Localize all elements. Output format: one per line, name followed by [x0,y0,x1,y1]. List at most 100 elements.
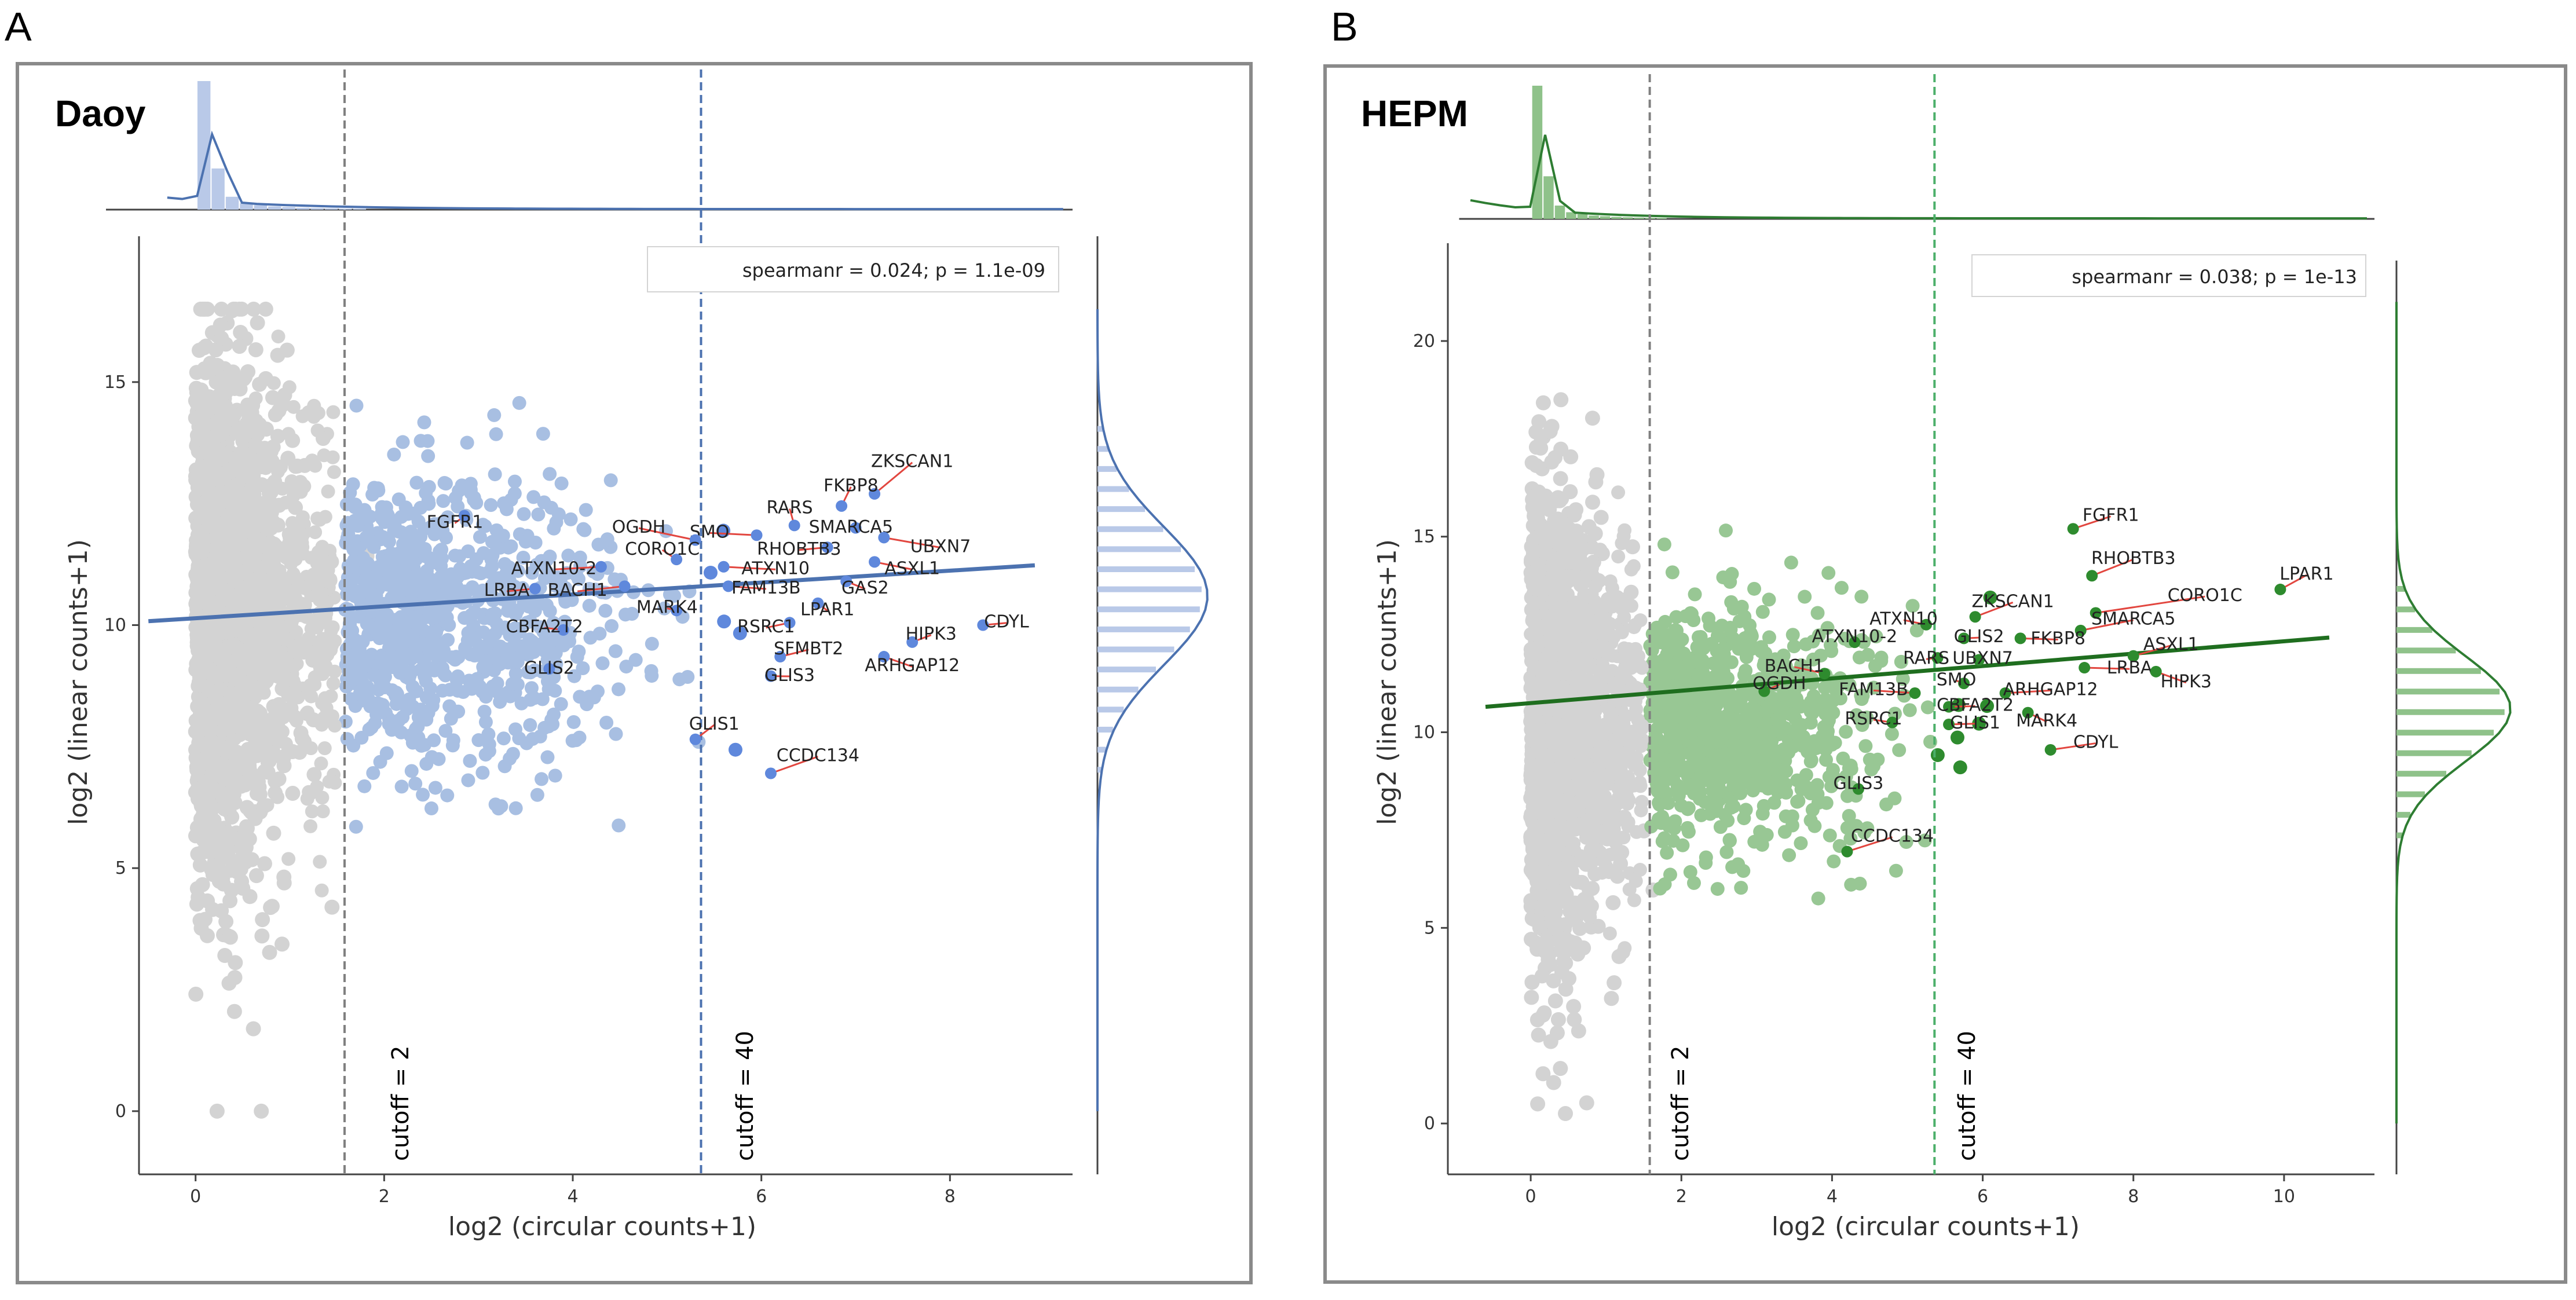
point-low [230,551,244,565]
point-mid [1806,634,1820,649]
right-marginal-bar [1097,606,1200,613]
point-mid [436,683,450,698]
point-low [317,741,332,756]
point-low [233,324,248,340]
point-mid [1755,837,1769,852]
point-low [1605,895,1621,910]
point-low [217,719,232,734]
point-low [257,686,271,700]
point-mid [572,644,586,659]
point-low [254,928,270,944]
panel-a-title: Daoy [55,93,146,134]
top-marginal-bar [324,208,338,210]
x-tick-label: 4 [567,1187,578,1207]
point-low [215,416,229,430]
point-low [211,757,226,772]
gene-label: FAM13B [731,578,801,598]
point-low [239,855,253,870]
point-low [222,666,237,680]
point-low [224,479,239,494]
x-tick-label: 2 [379,1187,390,1207]
point-mid [1653,881,1667,896]
point-mid [488,467,502,482]
gene-point [840,575,852,587]
point-mid [566,715,581,729]
point-low [308,459,323,473]
point-low [193,411,207,425]
point-low [216,706,230,721]
point-low [279,737,293,751]
point-mid [366,766,380,780]
point-low [1524,990,1539,1005]
gene-label: MARK4 [636,598,698,618]
point-low [276,758,292,774]
point-low [326,405,341,419]
gene-leader-line [770,756,818,774]
point-low [202,467,216,481]
point-mid [422,479,436,494]
point-mid [467,493,481,507]
point-low [1543,1034,1558,1049]
point-low [258,461,273,475]
point-low [1553,471,1568,486]
point-low [264,503,278,518]
point-mid [1823,828,1837,843]
x-tick-label: 0 [190,1187,201,1207]
point-mid [387,579,401,594]
point-mid [440,788,455,803]
point-mid [544,500,559,515]
point-low [218,651,233,666]
point-low [239,715,253,729]
point-mid [434,544,448,558]
point-mid [492,657,507,672]
point-mid [477,704,492,719]
point-low [191,678,206,693]
point-low [1585,495,1601,510]
gene-leader-line [874,561,913,570]
point-low [295,409,310,423]
gene-leader-line [577,585,625,592]
point-mid [1909,623,1924,638]
point-mid [592,627,607,641]
point-mid [525,635,540,649]
gene-point [836,500,848,512]
point-mid [1824,644,1839,658]
gene-point [751,529,763,541]
point-mid [354,730,369,745]
point-low [286,400,301,414]
point-low [234,775,248,790]
point-low [265,485,279,500]
point-low [284,474,299,488]
point-mid [1794,836,1808,851]
point-mid [445,738,460,753]
point-low [260,756,275,770]
point-mid [516,550,530,565]
point-mid [414,738,429,753]
point-mid [576,661,590,675]
point-low [324,631,338,646]
regression-line [148,563,1035,624]
gene-leader-line [709,532,757,536]
point-mid [359,559,374,574]
point-mid [453,562,467,576]
point-low [240,364,256,379]
gene-point [774,651,786,663]
point-mid [427,733,441,748]
point-low [189,385,203,400]
point-low [1624,539,1640,555]
gene-point [878,532,890,544]
point-low [228,382,242,396]
panel-a-overlay: log2 (circular counts+1) log2 (linear co… [64,246,1059,1242]
point-mid [487,408,502,422]
point-low [271,329,286,344]
point-low [279,495,293,510]
point-low [303,786,317,801]
point-mid [459,644,473,658]
point-low [260,798,275,812]
point-low [196,301,211,317]
point-mid [350,540,364,555]
point-mid [458,584,472,599]
point-low [320,595,334,610]
point-mid [554,697,568,711]
point-low [248,391,263,405]
